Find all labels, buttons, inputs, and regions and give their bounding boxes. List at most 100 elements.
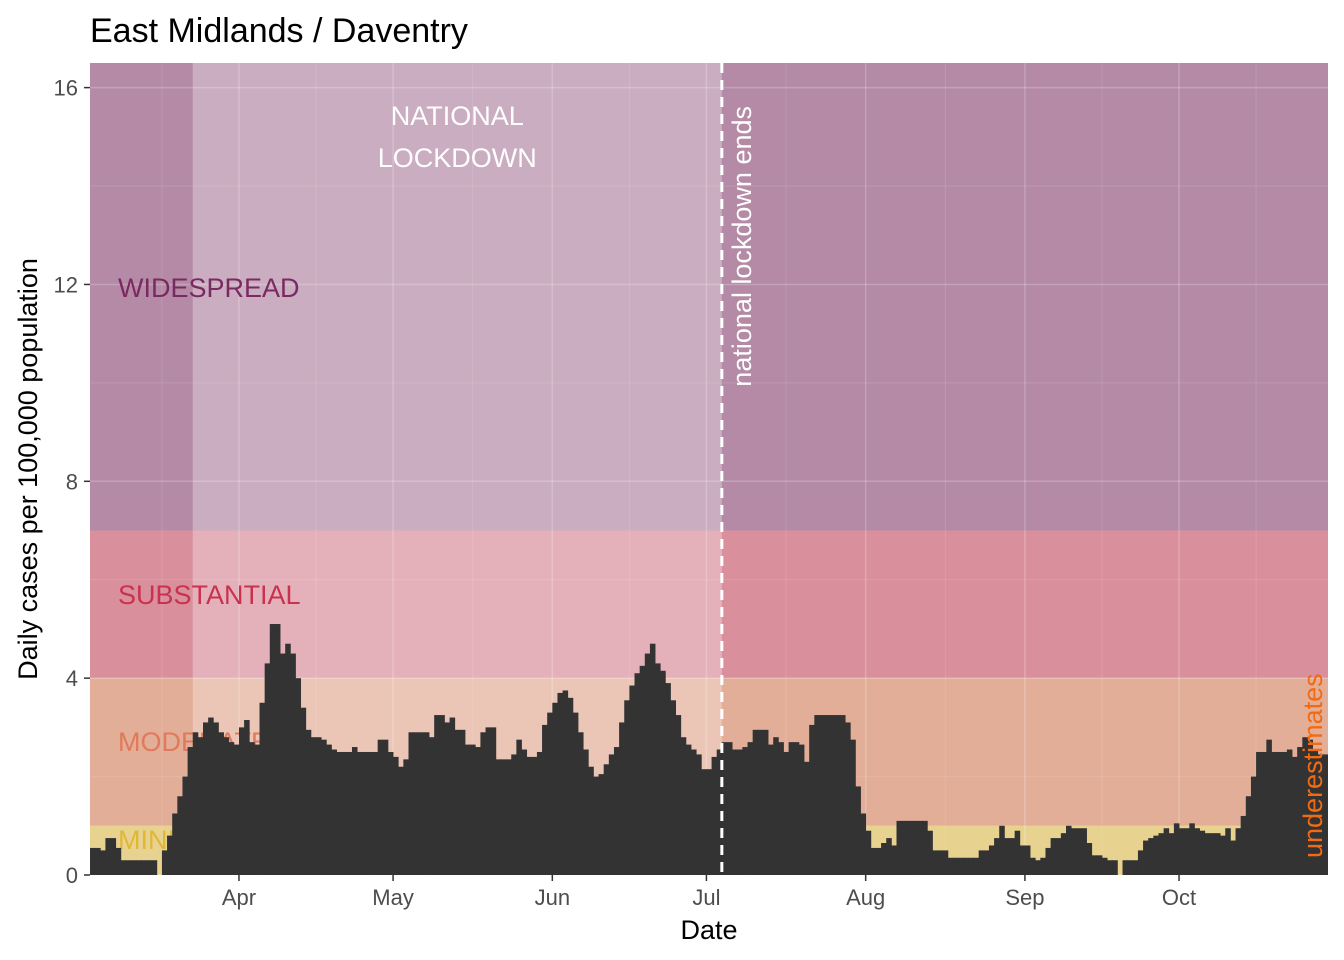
bar [197, 737, 204, 875]
bar [1245, 796, 1252, 875]
bar [547, 712, 553, 875]
bar [1194, 828, 1200, 875]
bar [120, 860, 127, 875]
bar [218, 732, 224, 875]
bar [151, 860, 158, 875]
bar [1302, 737, 1308, 875]
bar [490, 727, 497, 875]
bar [387, 751, 394, 875]
bar [999, 825, 1005, 875]
bar [213, 722, 219, 875]
bar [691, 749, 697, 875]
bar [701, 769, 707, 875]
bar [572, 712, 579, 875]
x-tick-label: Jul [692, 885, 720, 910]
bar [1024, 845, 1031, 875]
bar [182, 776, 189, 875]
lockdown-label-line2: LOCKDOWN [378, 143, 537, 173]
bar [305, 729, 312, 875]
bar [839, 715, 846, 875]
bar [567, 697, 574, 875]
bar [90, 847, 96, 875]
bar [619, 722, 625, 875]
bar [125, 860, 132, 875]
y-tick-label: 16 [54, 76, 78, 101]
bar [747, 742, 754, 875]
bar [680, 737, 687, 875]
bar [1019, 845, 1026, 875]
bar [100, 850, 106, 875]
bar [439, 715, 445, 875]
bar [526, 756, 533, 875]
bar [254, 744, 260, 875]
bar [870, 847, 877, 875]
bar [521, 749, 528, 875]
bar [911, 820, 918, 875]
bar [906, 820, 913, 875]
bar [1163, 828, 1170, 875]
lockdown-label-line1: NATIONAL [391, 101, 524, 131]
x-tick-label: Jun [535, 885, 570, 910]
bar [1173, 823, 1180, 875]
y-tick-label: 4 [66, 666, 78, 691]
bar [1045, 847, 1052, 875]
bar [95, 847, 101, 875]
bar [295, 678, 302, 875]
y-tick-label: 8 [66, 469, 78, 494]
bar [983, 850, 990, 875]
bar [1066, 825, 1072, 875]
bar [726, 742, 733, 875]
bar [285, 643, 291, 875]
bar [1004, 838, 1010, 875]
bar [167, 835, 173, 875]
bar [542, 724, 548, 875]
bar [732, 749, 738, 875]
bar [1148, 838, 1154, 875]
bar [1322, 754, 1328, 875]
bar [655, 663, 661, 875]
bar [860, 813, 867, 875]
bar [819, 715, 825, 875]
bar [773, 737, 779, 875]
bar [1189, 823, 1195, 875]
bar [105, 838, 111, 875]
bar [1060, 833, 1067, 875]
bar [495, 759, 502, 875]
bar [536, 751, 543, 875]
bar [798, 744, 805, 875]
bar [778, 742, 784, 875]
bar [280, 653, 286, 875]
bar [1158, 833, 1165, 875]
bar [459, 729, 466, 875]
bar [603, 764, 610, 875]
bar [963, 857, 969, 875]
bar [1132, 860, 1139, 875]
bar [1168, 833, 1175, 875]
bar [845, 722, 851, 875]
bar [131, 860, 137, 875]
bar [552, 702, 558, 875]
bar [706, 769, 712, 875]
bar [110, 838, 117, 875]
bar [1220, 835, 1226, 875]
bar [1122, 860, 1129, 875]
bar [1101, 857, 1108, 875]
bar [685, 744, 692, 875]
bar [624, 700, 630, 875]
bar [506, 759, 512, 875]
bar [1286, 749, 1293, 875]
bar [896, 820, 903, 875]
bar [290, 653, 296, 875]
x-tick-label: Aug [846, 885, 885, 910]
band-label-substantial: SUBSTANTIAL [118, 580, 301, 610]
bar [757, 729, 764, 875]
bar [326, 744, 332, 875]
bar [141, 860, 147, 875]
bar [1014, 830, 1021, 875]
x-axis-title: Date [680, 915, 737, 945]
bar [978, 850, 985, 875]
bar [752, 729, 759, 875]
bar [516, 739, 522, 875]
x-tick-label: May [372, 885, 414, 910]
